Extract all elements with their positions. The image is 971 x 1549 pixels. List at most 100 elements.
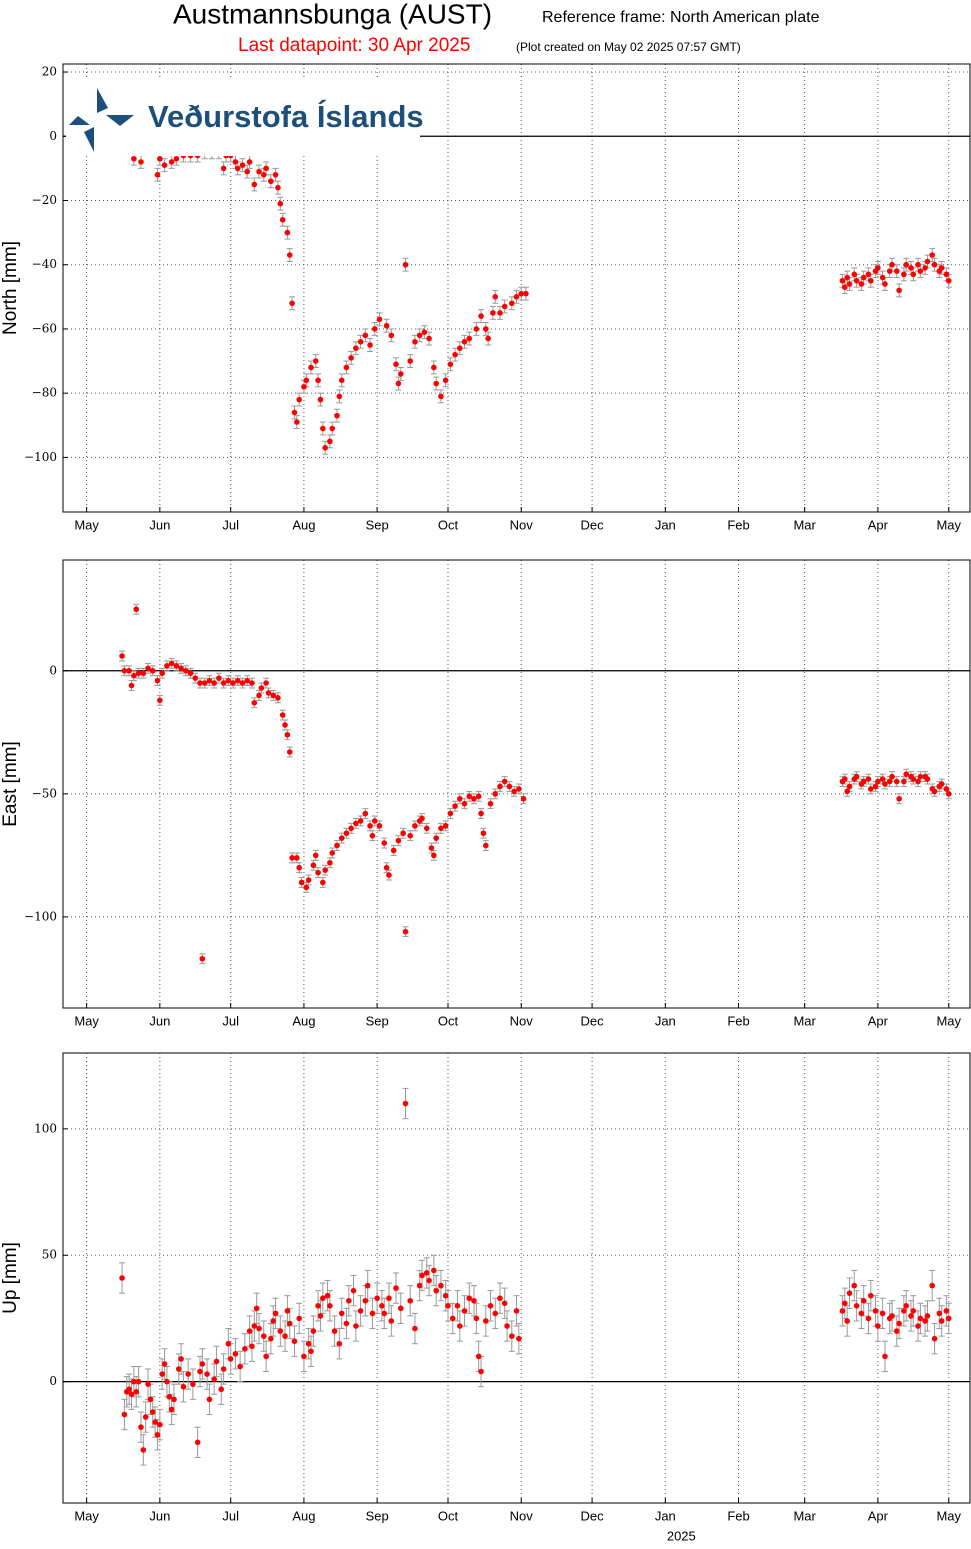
- logo-shape: [84, 127, 94, 152]
- data-point: [294, 855, 300, 861]
- data-point: [154, 677, 161, 684]
- data-point: [298, 879, 305, 886]
- data-point: [270, 692, 277, 699]
- x-tick-label: Jan: [655, 1013, 676, 1028]
- data-point: [851, 271, 858, 278]
- data-point: [173, 155, 180, 162]
- data-point: [929, 1282, 936, 1289]
- plot-frame: [62, 63, 971, 513]
- data-point: [908, 265, 914, 271]
- data-point: [516, 786, 522, 792]
- data-point: [232, 1351, 239, 1357]
- data-point: [478, 810, 484, 817]
- data-point: [487, 1303, 494, 1309]
- data-point: [371, 818, 378, 824]
- data-point: [903, 771, 910, 777]
- data-point: [922, 265, 928, 271]
- data-point: [875, 265, 881, 271]
- data-point: [242, 1345, 248, 1352]
- data-point: [513, 294, 520, 300]
- data-point: [126, 667, 132, 674]
- data-point: [220, 165, 227, 172]
- data-point: [244, 677, 251, 684]
- data-point: [903, 261, 910, 268]
- data-point: [237, 1363, 243, 1370]
- data-point: [501, 778, 508, 785]
- data-point: [327, 859, 333, 866]
- data-point: [284, 731, 291, 738]
- data-point: [159, 1371, 166, 1377]
- data-point: [431, 364, 437, 371]
- data-point: [875, 1323, 881, 1329]
- data-point: [128, 682, 135, 689]
- data-point: [374, 1295, 380, 1302]
- data-point: [225, 1340, 232, 1347]
- data-point: [251, 699, 258, 706]
- logo-shape: [106, 115, 134, 126]
- data-point: [889, 773, 895, 780]
- data-point: [178, 1356, 184, 1362]
- data-point: [388, 1318, 395, 1324]
- y-tick-label: 50: [42, 1248, 57, 1262]
- data-point: [322, 444, 328, 451]
- data-point: [846, 783, 853, 790]
- data-point: [140, 1447, 147, 1453]
- x-tick-label: Oct: [438, 1508, 459, 1523]
- data-point: [149, 667, 156, 674]
- data-point: [938, 265, 945, 271]
- data-point: [197, 680, 203, 686]
- data-point: [152, 1419, 158, 1425]
- data-point: [865, 776, 872, 782]
- data-point: [312, 358, 319, 364]
- data-point: [357, 1308, 364, 1314]
- data-point: [289, 300, 295, 307]
- data-point: [135, 670, 142, 677]
- data-point: [492, 294, 499, 300]
- data-point: [133, 606, 140, 613]
- data-point: [187, 670, 194, 677]
- data-point: [931, 788, 938, 795]
- data-point: [402, 261, 409, 268]
- data-point: [858, 281, 865, 287]
- data-point: [466, 335, 473, 342]
- data-point: [851, 1282, 858, 1289]
- data-point: [860, 274, 867, 281]
- data-point: [896, 287, 902, 294]
- data-point: [924, 1313, 931, 1319]
- y-axis-label: North [mm]: [0, 241, 21, 335]
- x-tick-label: Nov: [510, 517, 534, 532]
- data-point: [936, 1310, 943, 1317]
- x-tick-label: Feb: [727, 517, 749, 532]
- data-point: [119, 1275, 125, 1281]
- data-point: [938, 781, 945, 787]
- data-point: [908, 1313, 914, 1319]
- data-point: [910, 1308, 917, 1314]
- data-point: [412, 1325, 418, 1332]
- data-point: [442, 1292, 449, 1299]
- data-point: [291, 409, 298, 416]
- y-tick-label: −60: [32, 321, 57, 335]
- data-point: [204, 1371, 210, 1377]
- data-point: [272, 1310, 279, 1317]
- data-point: [310, 1328, 317, 1334]
- x-tick-label: Oct: [438, 1013, 459, 1028]
- data-point: [844, 1318, 850, 1324]
- data-point: [867, 786, 874, 792]
- data-point: [296, 1315, 302, 1322]
- data-point: [379, 1303, 385, 1309]
- y-tick-label: −50: [32, 786, 57, 800]
- data-point: [296, 396, 302, 403]
- data-point: [367, 342, 373, 348]
- data-point: [842, 776, 848, 782]
- data-point: [291, 1338, 298, 1345]
- data-point: [336, 1340, 343, 1347]
- data-point: [402, 928, 409, 935]
- y-tick-label: 20: [42, 65, 57, 79]
- data-point: [178, 665, 184, 672]
- data-point: [348, 825, 354, 832]
- data-point: [320, 425, 326, 432]
- data-point: [338, 835, 345, 841]
- data-point: [938, 1318, 945, 1324]
- data-point: [931, 1335, 938, 1342]
